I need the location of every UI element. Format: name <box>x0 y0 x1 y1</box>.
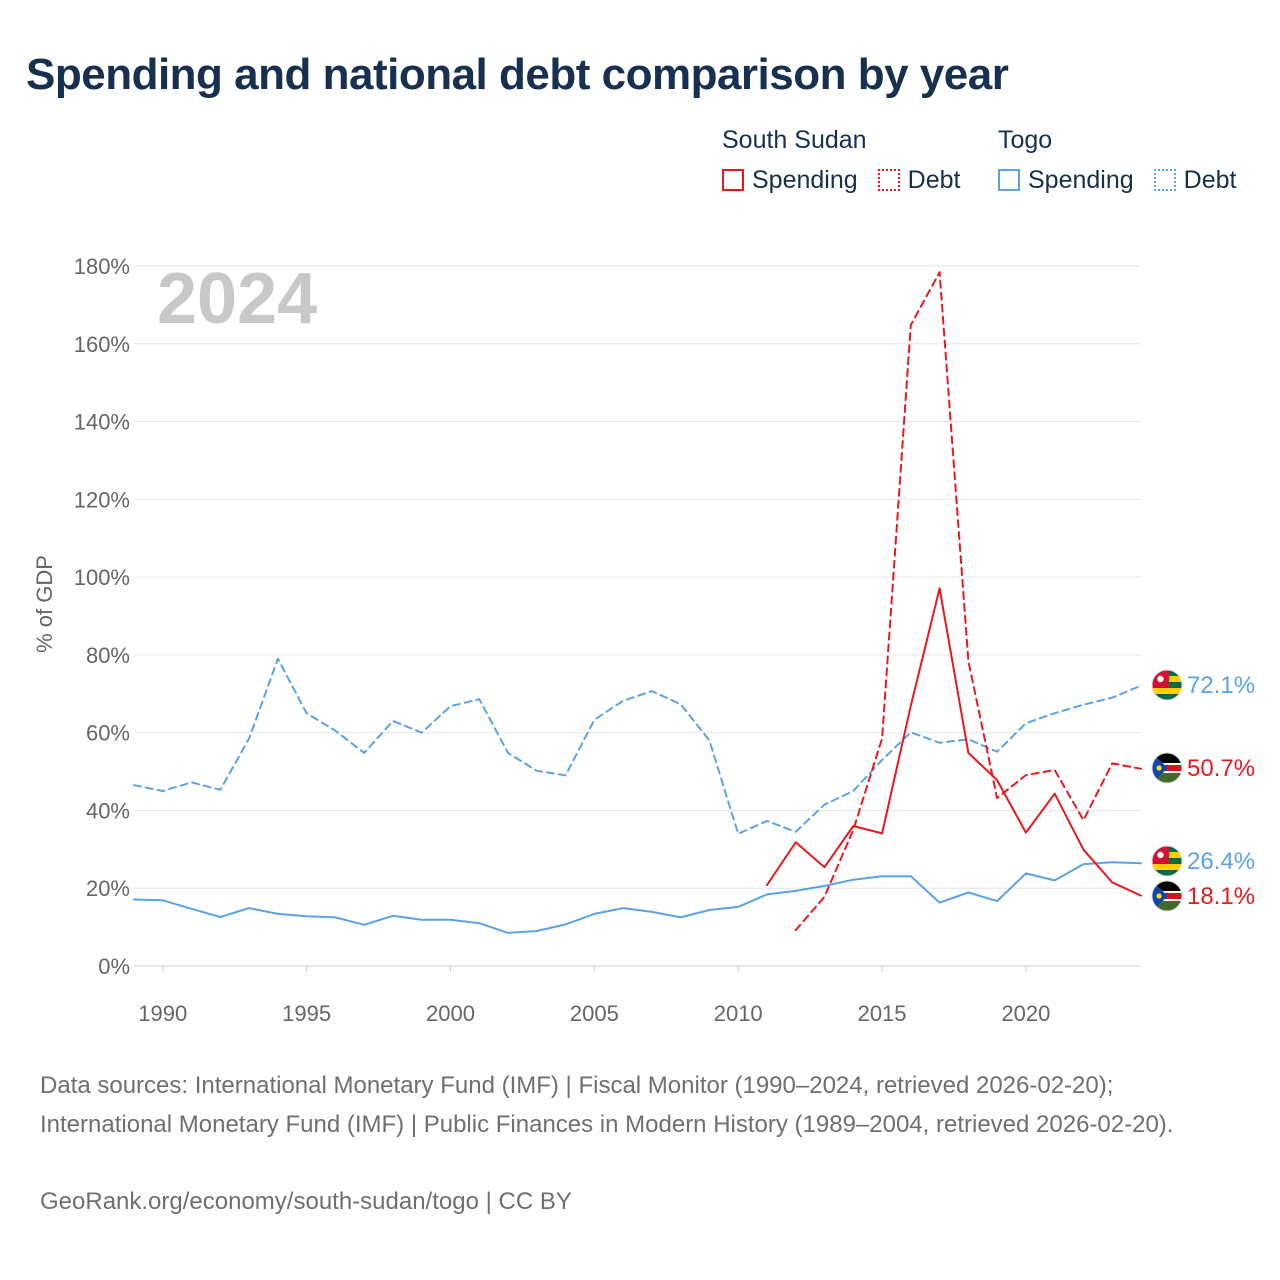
legend-group-togo: Togo Spending Debt <box>998 122 1256 196</box>
y-tick-label: 140% <box>74 410 130 435</box>
flag-border <box>1151 752 1183 784</box>
series-lines <box>133 271 1142 934</box>
flag-star <box>1157 675 1164 683</box>
flag-stripe <box>1152 864 1182 871</box>
y-tick-label: 100% <box>74 565 130 590</box>
legend-group-south-sudan: South Sudan Spending Debt <box>722 122 980 196</box>
x-tick-label: 2015 <box>858 1001 907 1026</box>
line-chart: 0%20%40%60%80%100%120%140%160%180% 1990 1… <box>32 254 1255 1026</box>
x-axis: 1990 1995 2000 2005 2010 2015 2020 <box>138 966 1050 1026</box>
x-tick-label: 2020 <box>1001 1001 1050 1026</box>
y-tick-label: 120% <box>74 487 130 512</box>
y-axis: 0% 20% 40% 60% 80% 100% 120% 140% 160% 180% <box>74 254 130 979</box>
flag-star <box>1157 851 1164 859</box>
flag-stripe <box>1152 694 1182 700</box>
y-tick-label: 180% <box>74 254 130 279</box>
legend-item-togo-spending[interactable]: Spending <box>998 166 1134 195</box>
series-line-togo-debt[interactable] <box>133 657 1142 835</box>
y-tick-label: 160% <box>74 332 130 357</box>
dotted-swatch-icon <box>877 169 900 191</box>
solid-swatch-icon <box>998 169 1020 191</box>
dotted-swatch-icon <box>1153 169 1176 191</box>
flag-star <box>1156 893 1162 899</box>
credit-link[interactable]: GeoRank.org/economy/south-sudan/togo | C… <box>40 1188 572 1215</box>
flag-stripe <box>1152 870 1182 876</box>
legend-item-south-sudan-spending[interactable]: Spending <box>722 166 858 195</box>
y-tick-label: 40% <box>86 798 130 823</box>
data-sources: Data sources: International Monetary Fun… <box>40 1072 1174 1138</box>
end-value-label: 50.7% <box>1187 755 1255 782</box>
y-tick-label: 0% <box>98 954 130 979</box>
chart-title: Spending and national debt comparison by… <box>26 50 1009 99</box>
flag-border <box>1151 845 1183 877</box>
x-tick-label: 2005 <box>570 1001 619 1026</box>
flag-stripe <box>1152 688 1182 695</box>
y-tick-label: 80% <box>86 643 130 668</box>
year-watermark: 2024 <box>157 259 317 339</box>
y-tick-label: 60% <box>86 721 130 746</box>
end-value-label: 72.1% <box>1187 672 1255 699</box>
legend-item-label: Spending <box>1028 165 1134 194</box>
x-tick-label: 2000 <box>426 1001 475 1026</box>
flag-band <box>1152 773 1182 783</box>
flag-border <box>1151 669 1183 701</box>
end-value-label: 18.1% <box>1187 883 1255 910</box>
flag-band <box>1152 881 1182 891</box>
flag-star <box>1156 765 1162 771</box>
legend-item-label: Debt <box>1183 165 1237 194</box>
legend-group-title: South Sudan <box>722 126 867 154</box>
solid-swatch-icon <box>722 169 744 191</box>
y-tick-label: 20% <box>86 876 130 901</box>
series-line-togo-spending[interactable] <box>133 861 1142 934</box>
flag-band <box>1152 901 1182 911</box>
x-tick-label: 1990 <box>138 1001 187 1026</box>
x-tick-label: 2010 <box>714 1001 763 1026</box>
y-axis-title: % of GDP <box>32 555 57 653</box>
end-markers: 72.1% 50.7% 26.4% 18.1% <box>1151 669 1255 912</box>
flag-band <box>1152 753 1182 763</box>
end-value-label: 26.4% <box>1187 848 1255 875</box>
gridlines <box>134 265 1141 967</box>
legend-item-label: Debt <box>907 165 961 194</box>
south-sudan-flag-icon <box>1152 753 1182 783</box>
legend-group-title: Togo <box>998 126 1053 154</box>
x-tick-label: 1995 <box>282 1001 331 1026</box>
south-sudan-flag-icon <box>1152 881 1182 911</box>
legend-item-label: Spending <box>752 165 858 194</box>
series-line-south-sudan-spending[interactable] <box>766 587 1142 897</box>
legend-item-togo-debt[interactable]: Debt <box>1153 165 1237 195</box>
flag-border <box>1151 880 1183 912</box>
legend-item-south-sudan-debt[interactable]: Debt <box>877 165 961 195</box>
series-line-south-sudan-debt[interactable] <box>794 271 1142 932</box>
